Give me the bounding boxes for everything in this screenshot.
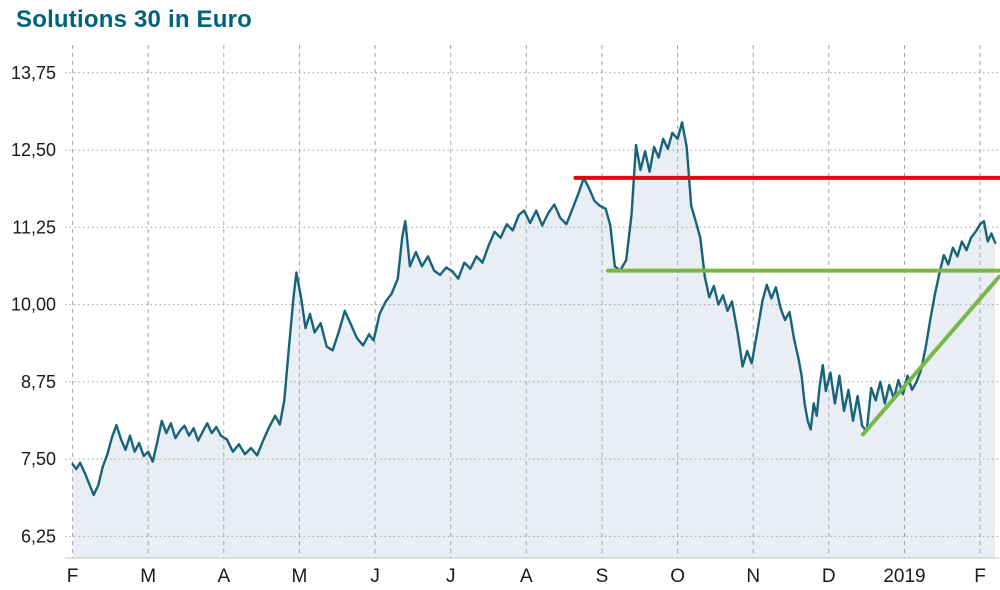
price-line bbox=[71, 121, 997, 497]
x-axis-tick-label: A bbox=[520, 566, 533, 587]
y-axis-tick-label: 7,50 bbox=[21, 449, 56, 469]
x-axis-tick-label: S bbox=[596, 566, 609, 587]
x-axis-tick-label: F bbox=[67, 566, 79, 587]
x-axis-tick-label: M bbox=[140, 566, 156, 587]
y-axis-tick-label: 12,50 bbox=[11, 140, 56, 160]
x-axis-tick-label: N bbox=[746, 566, 760, 587]
x-axis-tick-label: J bbox=[370, 566, 380, 587]
price-area bbox=[72, 122, 996, 559]
x-axis-tick-label: J bbox=[446, 566, 456, 587]
y-axis-tick-label: 11,25 bbox=[12, 217, 56, 237]
x-axis-tick-label: D bbox=[822, 566, 836, 587]
x-axis-tick-label: A bbox=[217, 566, 230, 587]
y-axis-tick-label: 10,00 bbox=[11, 295, 56, 315]
y-axis-tick-label: 13,75 bbox=[11, 63, 56, 83]
x-axis-tick-label: O bbox=[670, 566, 685, 587]
x-axis-tick-label: 2019 bbox=[883, 566, 925, 587]
x-axis-tick-label: M bbox=[291, 566, 307, 587]
y-axis-tick-label: 6,25 bbox=[21, 526, 56, 546]
x-axis-tick-label: F bbox=[974, 566, 986, 587]
chart-title: Solutions 30 in Euro bbox=[16, 6, 253, 33]
trend-line bbox=[860, 274, 1000, 437]
y-axis-tick-label: 8,75 bbox=[21, 372, 56, 392]
